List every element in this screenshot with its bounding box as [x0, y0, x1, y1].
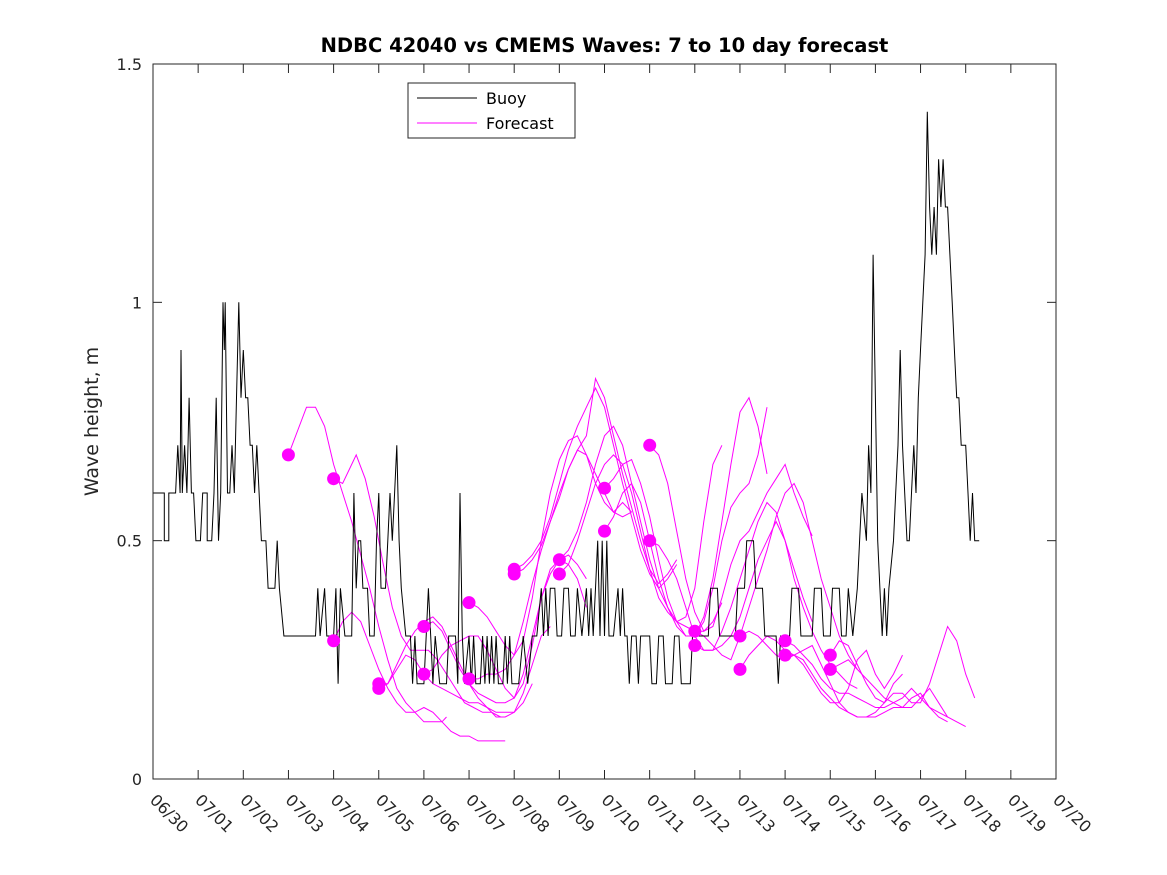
- forecast-line-20: [739, 630, 903, 718]
- forecast-marker-20: [733, 629, 747, 643]
- forecast-marker-13: [552, 567, 566, 581]
- y-tick-label-3: 1.5: [117, 55, 142, 74]
- series-layer: [153, 111, 980, 742]
- forecast-marker-12: [552, 553, 566, 567]
- forecast-marker-16: [643, 438, 657, 452]
- forecast-line-25: [830, 659, 966, 728]
- y-tick-label-1: 0.5: [117, 532, 142, 551]
- chart-title: NDBC 42040 vs CMEMS Waves: 7 to 10 day f…: [321, 34, 889, 57]
- forecast-line-4: [378, 654, 533, 713]
- forecast-line-1: [287, 406, 447, 723]
- forecast-marker-5: [372, 681, 386, 695]
- forecast-line-3: [333, 611, 506, 742]
- forecast-marker-1: [281, 448, 295, 462]
- legend-box: [407, 82, 576, 139]
- legend: Buoy Forecast: [407, 82, 576, 139]
- forecast-marker-19: [688, 639, 702, 652]
- forecast-marker-7: [417, 667, 431, 681]
- legend-forecast-label: Forecast: [486, 114, 554, 133]
- forecast-marker-3: [327, 634, 341, 648]
- forecast-line-23: [785, 644, 948, 723]
- forecast-line-13: [559, 445, 723, 623]
- forecast-marker-25: [823, 662, 837, 676]
- y-axis-label: Wave height, m: [81, 347, 103, 496]
- forecast-line-10: [513, 386, 678, 590]
- forecast-line-18: [694, 482, 858, 670]
- forecast-marker-8: [462, 596, 476, 610]
- forecast-marker-18: [688, 624, 702, 638]
- y-tick-label-0: 0: [132, 770, 142, 789]
- buoy-line: [153, 111, 980, 685]
- y-tick-label-2: 1: [132, 293, 142, 312]
- plot-area: [153, 64, 1056, 779]
- forecast-marker-6: [417, 620, 431, 633]
- forecast-marker-24: [823, 648, 837, 662]
- forecast-marker-17: [643, 534, 657, 548]
- forecast-marker-23: [778, 648, 792, 662]
- forecast-marker-22: [778, 634, 792, 648]
- forecast-marker-21: [733, 662, 747, 676]
- forecast-marker-2: [327, 472, 341, 486]
- forecast-line-15: [604, 396, 768, 637]
- forecast-line-16: [649, 444, 813, 632]
- legend-buoy-label: Buoy: [486, 89, 526, 108]
- forecast-marker-14: [598, 481, 611, 495]
- forecast-marker-9: [462, 672, 476, 686]
- forecast-line-2: [333, 453, 501, 718]
- forecast-line-8: [468, 435, 632, 656]
- forecast-marker-15: [598, 524, 611, 538]
- forecast-line-24: [829, 625, 976, 704]
- forecast-marker-11: [507, 567, 521, 581]
